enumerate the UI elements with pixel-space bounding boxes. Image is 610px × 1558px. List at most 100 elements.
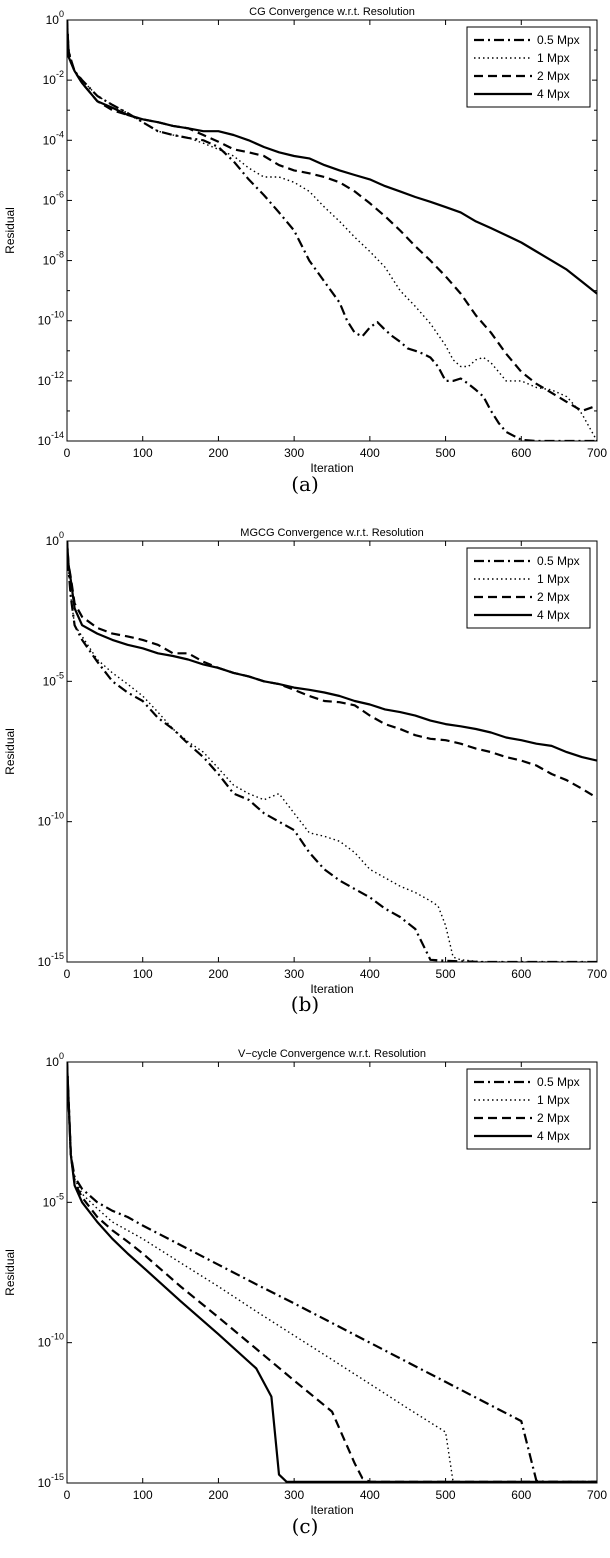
y-tick-label: 100 — [46, 9, 64, 27]
y-axis-label: Residual — [3, 207, 17, 254]
legend-label: 2 Mpx — [537, 590, 570, 604]
panel-label-a: (a) — [291, 472, 319, 496]
plot-frame — [66, 1061, 598, 1484]
y-tick-label: 10-12 — [38, 370, 64, 388]
series-line-0_5-mpx — [67, 541, 597, 962]
chart-title: MGCG Convergence w.r.t. Resolution — [240, 527, 423, 539]
series-line-0_5-mpx — [67, 20, 597, 441]
x-tick-label: 200 — [208, 1488, 228, 1502]
series-line-4-mpx — [67, 1062, 597, 1483]
x-tick-label: 700 — [587, 967, 607, 981]
legend: 0.5 Mpx 1 Mpx 2 Mpx 4 Mpx — [466, 26, 591, 108]
y-tick-exponent: -2 — [56, 69, 64, 79]
x-tick-label: 300 — [284, 967, 304, 981]
y-tick-label: 10-15 — [38, 951, 64, 969]
y-tick-label: 10-8 — [43, 250, 64, 268]
legend-label: 1 Mpx — [537, 572, 570, 586]
y-tick-exponent: -10 — [51, 811, 64, 821]
y-tick-exponent: 0 — [59, 9, 64, 19]
y-tick-label: 100 — [46, 530, 64, 548]
x-tick-label: 0 — [64, 1488, 71, 1502]
y-tick-exponent: -6 — [56, 189, 64, 199]
x-tick-label: 700 — [587, 1488, 607, 1502]
x-tick-label: 600 — [511, 446, 531, 460]
series-line-4-mpx — [67, 541, 597, 762]
series-group — [67, 1062, 597, 1483]
x-tick-label: 500 — [436, 446, 456, 460]
panel-label-c: (c) — [291, 1514, 319, 1538]
chart-title: CG Convergence w.r.t. Resolution — [249, 6, 415, 18]
legend-label: 2 Mpx — [537, 69, 570, 83]
y-tick-exponent: -15 — [51, 1472, 64, 1482]
y-tick-exponent: -10 — [51, 310, 64, 320]
legend-label: 0.5 Mpx — [537, 1075, 580, 1089]
x-tick-label: 500 — [436, 1488, 456, 1502]
y-tick-label: 10-2 — [43, 69, 64, 87]
y-tick-label: 10-10 — [38, 811, 64, 829]
legend-label: 1 Mpx — [537, 51, 570, 65]
x-tick-label: 100 — [133, 967, 153, 981]
legend: 0.5 Mpx 1 Mpx 2 Mpx 4 Mpx — [466, 1068, 591, 1150]
series-line-0_5-mpx — [67, 1062, 597, 1483]
series-group — [67, 541, 597, 962]
y-tick-exponent: 0 — [59, 1051, 64, 1061]
plot-frame — [66, 540, 598, 963]
legend-label: 4 Mpx — [537, 87, 570, 101]
y-tick-exponent: -15 — [51, 951, 64, 961]
y-tick-exponent: 0 — [59, 530, 64, 540]
y-tick-label: 10-10 — [38, 1332, 64, 1350]
legend-label: 1 Mpx — [537, 1093, 570, 1107]
x-tick-label: 400 — [360, 446, 380, 460]
y-tick-exponent: -5 — [56, 1191, 64, 1201]
y-tick-label: 10-15 — [38, 1472, 64, 1490]
x-tick-label: 400 — [360, 967, 380, 981]
legend-label: 0.5 Mpx — [537, 554, 580, 568]
legend-label: 2 Mpx — [537, 1111, 570, 1125]
x-axis-label: Iteration — [310, 982, 353, 996]
y-tick-exponent: -10 — [51, 1332, 64, 1342]
x-tick-label: 400 — [360, 1488, 380, 1502]
x-tick-label: 100 — [133, 446, 153, 460]
x-tick-label: 300 — [284, 446, 304, 460]
legend-label: 4 Mpx — [537, 1129, 570, 1143]
x-tick-label: 500 — [436, 967, 456, 981]
legend-label: 0.5 Mpx — [537, 33, 580, 47]
x-tick-label: 600 — [511, 1488, 531, 1502]
series-line-2-mpx — [67, 20, 597, 412]
x-tick-label: 600 — [511, 967, 531, 981]
x-axis-label: Iteration — [310, 1503, 353, 1517]
y-axis-label: Residual — [3, 1249, 17, 1296]
x-tick-label: 700 — [587, 446, 607, 460]
y-tick-label: 100 — [46, 1051, 64, 1069]
legend: 0.5 Mpx 1 Mpx 2 Mpx 4 Mpx — [466, 547, 591, 629]
y-tick-label: 10-14 — [38, 430, 64, 448]
series-group — [67, 20, 597, 441]
y-tick-label: 10-10 — [38, 310, 64, 328]
y-tick-label: 10-5 — [43, 1191, 64, 1209]
x-tick-label: 0 — [64, 967, 71, 981]
y-tick-exponent: -14 — [51, 430, 64, 440]
y-tick-exponent: -4 — [56, 129, 64, 139]
x-tick-label: 300 — [284, 1488, 304, 1502]
panel-label-b: (b) — [290, 992, 320, 1016]
y-tick-label: 10-6 — [43, 189, 64, 207]
chart-title: V−cycle Convergence w.r.t. Resolution — [238, 1048, 426, 1060]
series-line-2-mpx — [67, 541, 597, 799]
series-line-4-mpx — [67, 20, 597, 295]
x-tick-label: 0 — [64, 446, 71, 460]
y-tick-label: 10-5 — [43, 670, 64, 688]
y-tick-exponent: -5 — [56, 670, 64, 680]
y-tick-exponent: -8 — [56, 250, 64, 260]
y-tick-label: 10-4 — [43, 129, 64, 147]
series-line-1-mpx — [67, 541, 597, 962]
y-tick-exponent: -12 — [51, 370, 64, 380]
x-tick-label: 200 — [208, 446, 228, 460]
legend-label: 4 Mpx — [537, 608, 570, 622]
x-tick-label: 100 — [133, 1488, 153, 1502]
y-axis-label: Residual — [3, 728, 17, 775]
x-tick-label: 200 — [208, 967, 228, 981]
